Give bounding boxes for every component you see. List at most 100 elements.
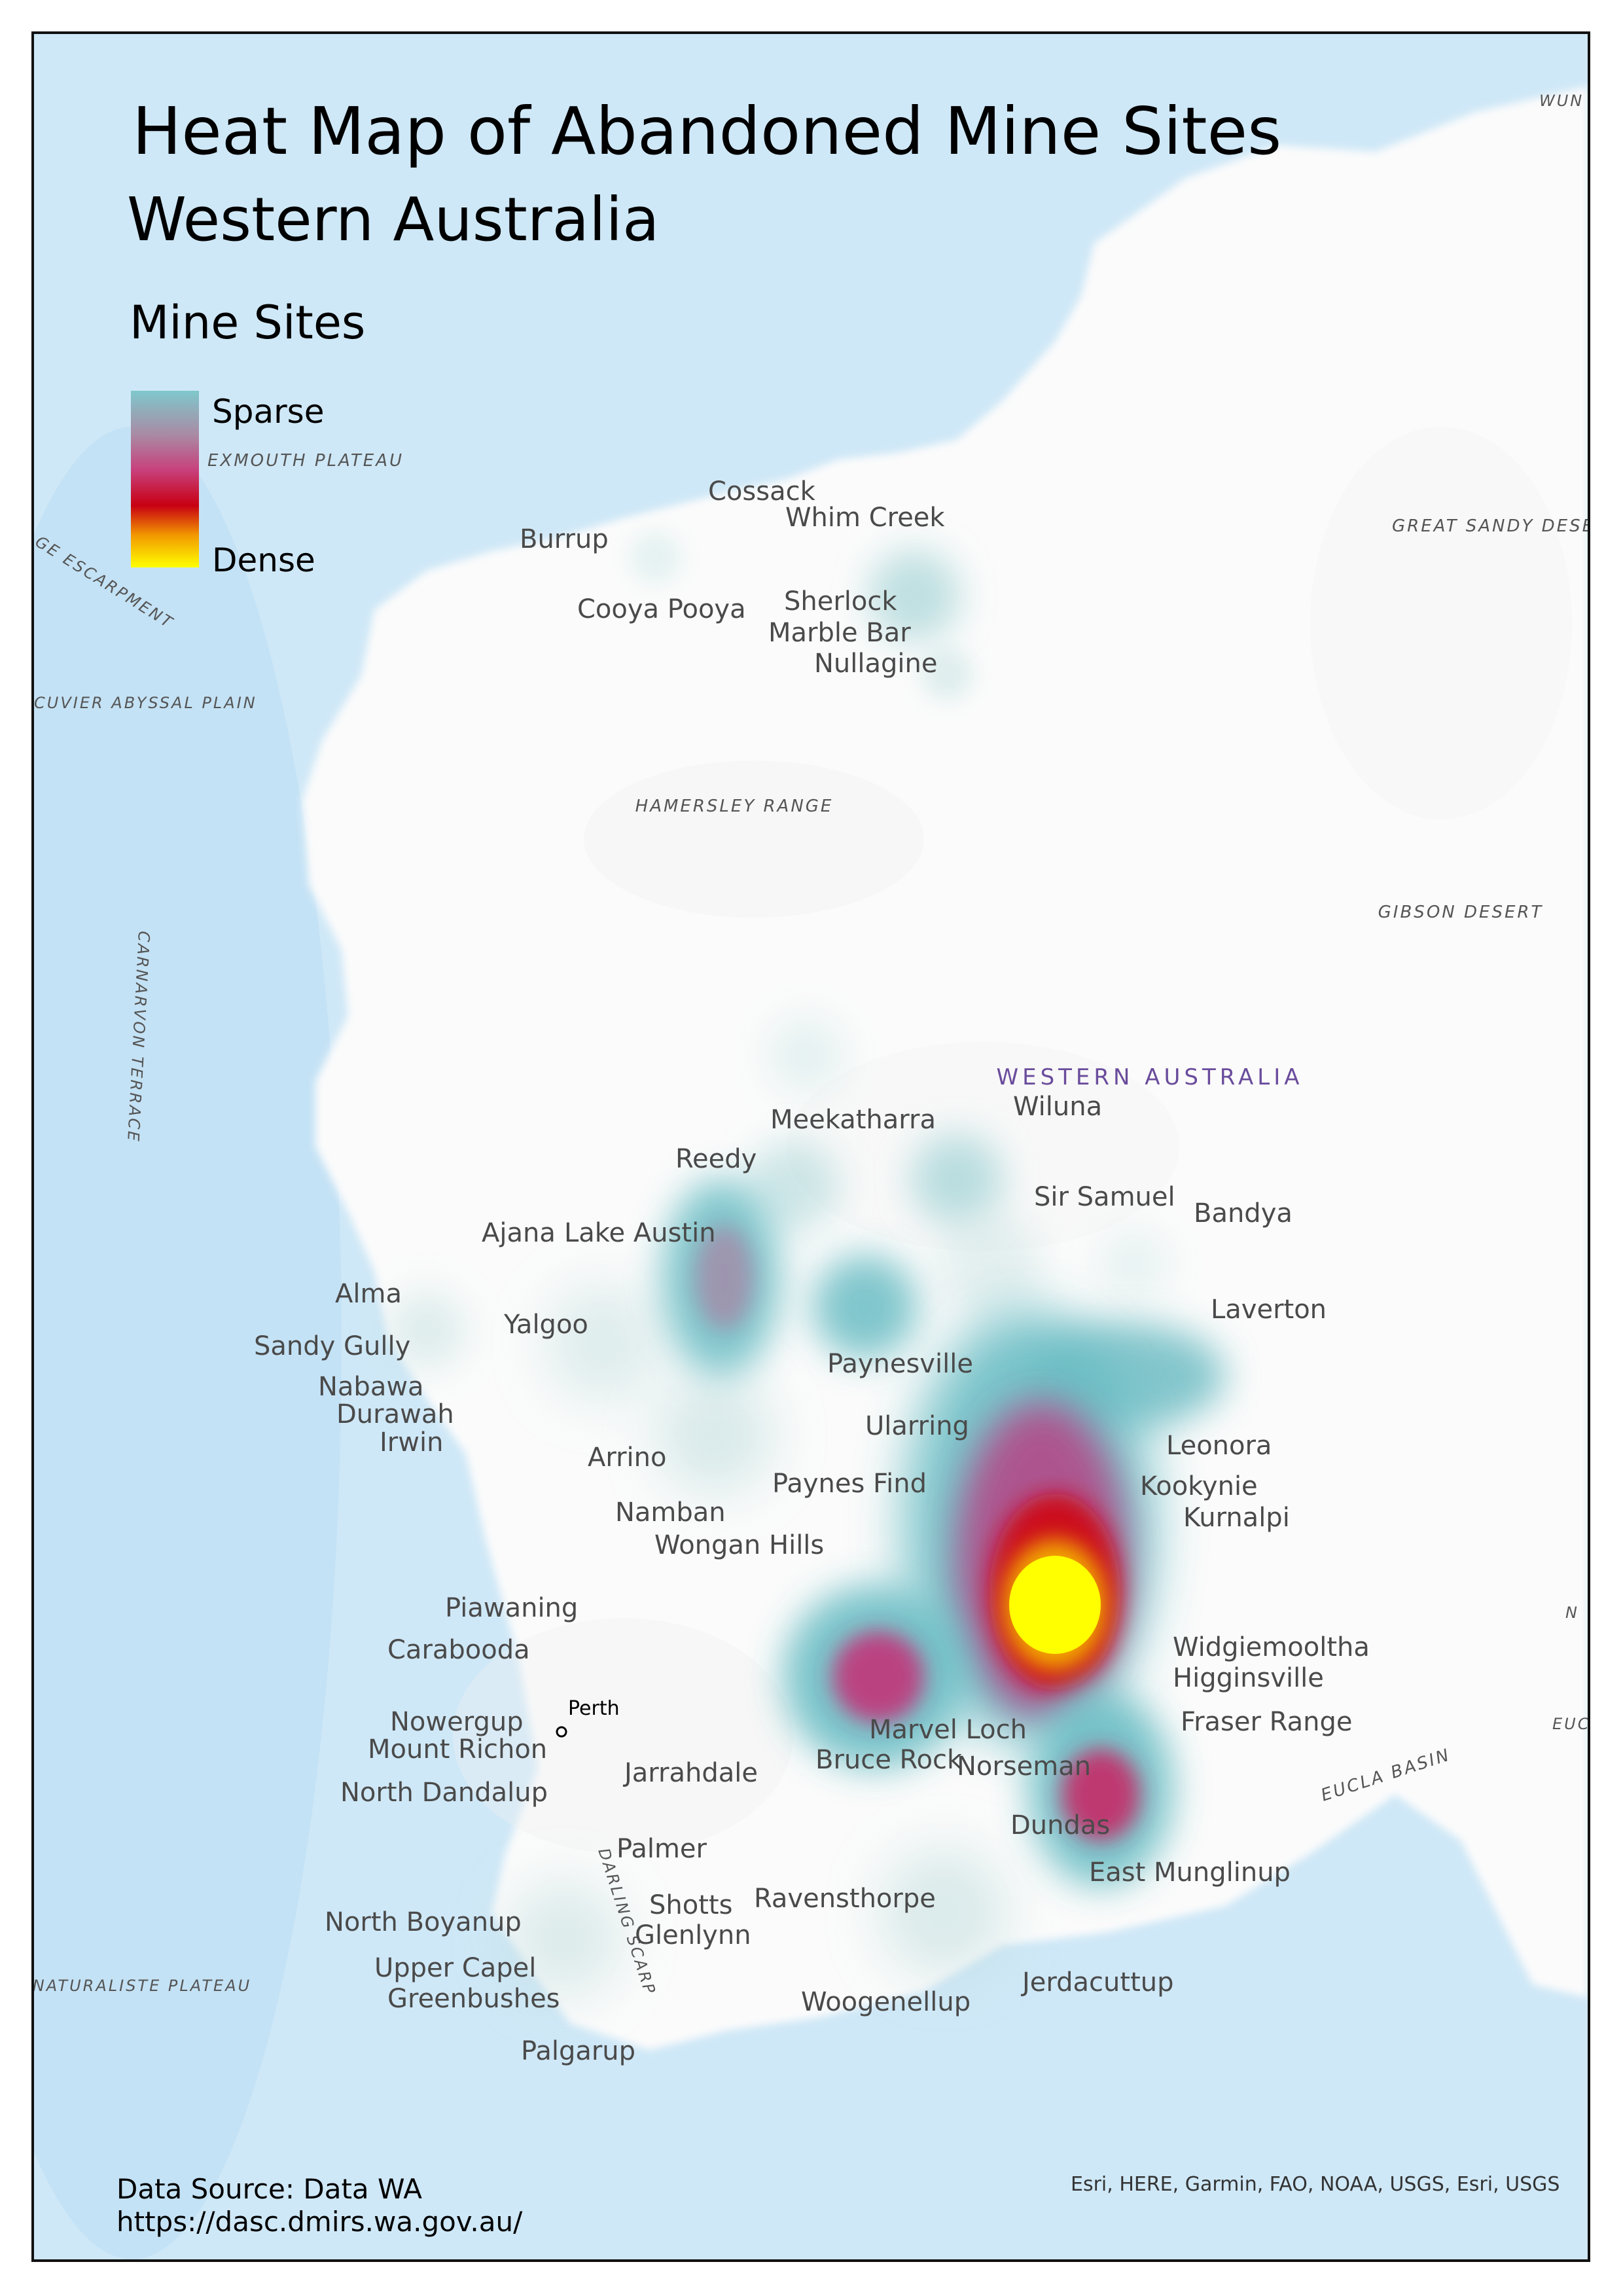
feature-label: WUN MILI RA — [1539, 92, 1588, 110]
feature-label: HAMERSLEY RANGE — [635, 797, 834, 816]
place-label: Namban — [615, 1498, 726, 1528]
land-mass — [302, 86, 1588, 2050]
place-label: Reedy — [675, 1144, 757, 1174]
place-label: Burrup — [520, 524, 609, 554]
place-label: Shotts — [649, 1890, 732, 1920]
place-label: Whim Creek — [785, 503, 945, 533]
data-source-link[interactable]: https://dasc.dmirs.wa.gov.au/ — [116, 2206, 523, 2238]
place-label: Sherlock — [784, 586, 897, 617]
feature-label: GREAT SANDY DESERT — [1392, 516, 1588, 536]
place-label: North Dandalup — [340, 1778, 548, 1808]
place-label: Glenlynn — [635, 1920, 751, 1950]
legend-gradient-bar — [131, 391, 199, 567]
heat-cluster-kalgoorlie-core — [1009, 1556, 1101, 1654]
place-label: Cooya Pooya — [577, 594, 746, 624]
place-label: Ravensthorpe — [754, 1884, 936, 1914]
place-label: Palmer — [616, 1834, 707, 1864]
place-label: Upper Capel — [374, 1953, 536, 1983]
place-label: Leonora — [1166, 1431, 1272, 1461]
place-label: Irwin — [380, 1427, 443, 1458]
heat-cluster-paynesville — [813, 1255, 918, 1359]
heat-cluster-lake-austin-core — [695, 1225, 754, 1330]
heat-cluster-hamersley — [767, 1016, 846, 1094]
place-label: Sandy Gully — [254, 1331, 410, 1361]
heat-cluster-yalgoo — [544, 1284, 662, 1402]
place-label: Durawah — [336, 1399, 454, 1429]
place-label: Bandya — [1194, 1198, 1293, 1229]
heat-cluster-greenbushes — [505, 1880, 623, 1998]
data-source-label: Data Source: Data WA — [116, 2173, 422, 2205]
map-credits: Esri, HERE, Garmin, FAO, NOAA, USGS, Esr… — [1071, 2173, 1560, 2196]
feature-label: NATURALISTE PLATEAU — [34, 1977, 251, 1995]
place-label: Arrino — [588, 1443, 667, 1473]
feature-label: EXMOUTH PLATEAU — [207, 451, 404, 471]
place-label: Piawaning — [445, 1593, 578, 1623]
map-subtitle: Western Australia — [127, 185, 660, 255]
region-label: WESTERN AUSTRALIA — [996, 1064, 1303, 1090]
map-frame[interactable]: EXMOUTH PLATEAU GREAT SANDY DESERT HAMER… — [31, 31, 1590, 2262]
ocean-deep-shade — [34, 427, 342, 2259]
perth-marker — [556, 1726, 567, 1738]
place-label: East Munglinup — [1089, 1857, 1291, 1888]
place-label: Palgarup — [521, 2036, 635, 2066]
place-label: Wiluna — [1013, 1092, 1102, 1122]
place-label: Widgiemooltha — [1173, 1632, 1370, 1662]
feature-label: CUVIER ABYSSAL PLAIN — [34, 694, 257, 712]
place-label: Dundas — [1010, 1810, 1110, 1840]
place-label: Paynes Find — [772, 1469, 927, 1499]
place-label: Sir Samuel — [1034, 1182, 1175, 1212]
place-label: Fraser Range — [1181, 1707, 1352, 1737]
heat-cluster-marble-bar — [868, 550, 960, 641]
heat-cluster-marvel-loch-core — [832, 1631, 924, 1723]
place-label: Lake Austin — [564, 1218, 716, 1248]
heat-cluster-sir-samuel — [937, 1212, 1042, 1317]
place-label: Woogenellup — [801, 1987, 971, 2017]
place-label: Mount Richon — [368, 1734, 547, 1765]
place-label: Perth — [568, 1697, 620, 1720]
place-labels: Cossack Whim Creek Burrup Cooya Pooya Sh… — [254, 476, 1370, 2066]
legend-title: Mine Sites — [130, 296, 366, 350]
place-label: Yalgoo — [503, 1310, 588, 1340]
place-label: Nowergup — [390, 1707, 524, 1737]
heat-cluster-alma — [387, 1291, 466, 1369]
heat-cluster-arrino — [656, 1376, 774, 1494]
legend-dense-label: Dense — [212, 541, 315, 579]
place-label: Laverton — [1211, 1295, 1327, 1325]
place-label: Nabawa — [318, 1372, 424, 1402]
place-label: Kurnalpi — [1183, 1503, 1290, 1533]
place-label: Bruce Rock — [815, 1745, 963, 1775]
place-label: Greenbushes — [387, 1984, 560, 2014]
place-label: Cossack — [708, 476, 816, 507]
heat-cluster-ravensthorpe — [878, 1847, 1009, 1978]
map-title: Heat Map of Abandoned Mine Sites — [132, 93, 1282, 170]
place-label: Nullagine — [814, 649, 937, 679]
place-label: Norseman — [957, 1751, 1091, 1782]
place-label: Meekatharra — [770, 1105, 936, 1135]
place-label: Ularring — [865, 1411, 969, 1441]
place-label: Higginsville — [1173, 1663, 1324, 1693]
map-canvas[interactable]: EXMOUTH PLATEAU GREAT SANDY DESERT HAMER… — [34, 34, 1588, 2259]
place-label: Alma — [335, 1279, 402, 1309]
heat-cluster-bandya — [1097, 1229, 1169, 1300]
heat-cluster-cossack — [630, 531, 682, 584]
heat-cluster-meekatharra — [747, 1140, 839, 1232]
place-label: Jerdacuttup — [1020, 1967, 1174, 1998]
place-label: Ajana — [482, 1218, 556, 1248]
place-label: Marble Bar — [768, 618, 911, 648]
place-label: Carabooda — [387, 1635, 530, 1665]
heat-sparse-clusters — [387, 531, 1169, 1998]
feature-label: N — [1565, 1604, 1579, 1622]
heat-cluster-wiluna — [911, 1134, 1003, 1225]
place-label: Marvel Loch — [869, 1715, 1027, 1745]
heat-cluster-nullagine — [921, 648, 973, 700]
place-label: Wongan Hills — [654, 1530, 824, 1560]
place-label: North Boyanup — [325, 1907, 522, 1937]
place-label: Paynesville — [827, 1349, 973, 1379]
feature-label: GIBSON DESERT — [1378, 903, 1544, 922]
legend-sparse-label: Sparse — [212, 393, 325, 431]
heat-dense-clusters — [662, 1179, 1225, 1886]
place-label: Jarrahdale — [622, 1758, 758, 1788]
feature-label: EUC — [1552, 1715, 1588, 1733]
heat-cluster-norseman-core — [1061, 1749, 1140, 1840]
place-label: Kookynie — [1140, 1471, 1258, 1501]
